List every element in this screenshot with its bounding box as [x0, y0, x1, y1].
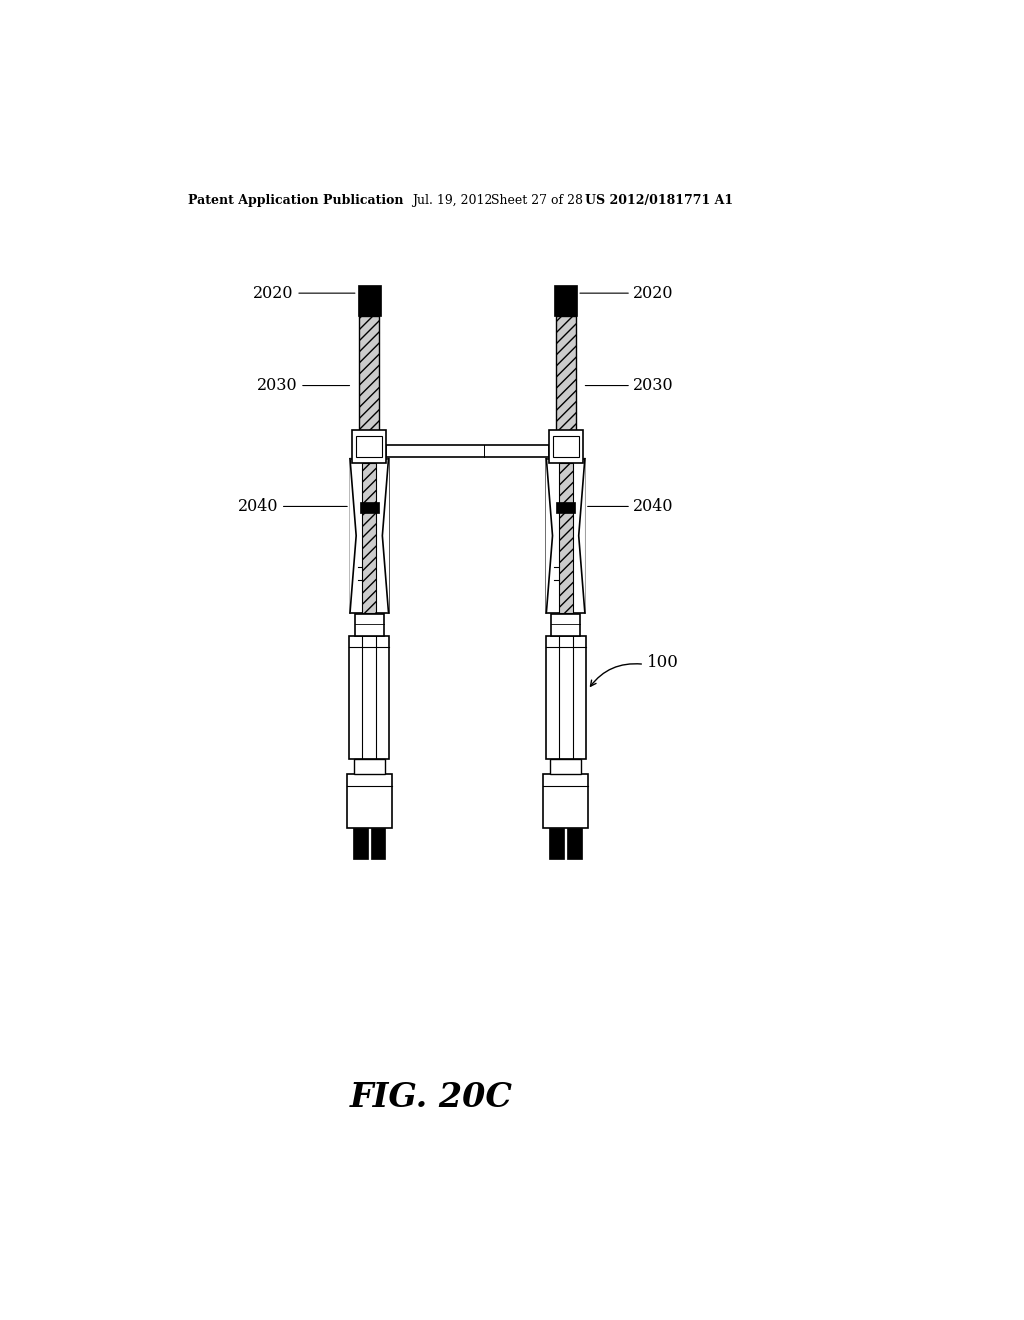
Text: 2040: 2040: [634, 498, 674, 515]
Bar: [547, 459, 585, 612]
Text: Jul. 19, 2012: Jul. 19, 2012: [412, 194, 492, 207]
Bar: [550, 759, 581, 775]
Text: Sheet 27 of 28: Sheet 27 of 28: [490, 194, 583, 207]
Bar: [554, 285, 578, 317]
Bar: [354, 759, 385, 775]
Bar: [362, 462, 376, 612]
Text: 2030: 2030: [634, 378, 674, 395]
Bar: [386, 445, 549, 457]
Bar: [349, 636, 389, 759]
Bar: [556, 317, 575, 440]
Bar: [544, 775, 588, 829]
Bar: [553, 436, 579, 457]
Text: Patent Application Publication: Patent Application Publication: [188, 194, 403, 207]
Bar: [354, 614, 384, 636]
Bar: [357, 285, 381, 317]
Text: 2020: 2020: [253, 285, 294, 302]
Polygon shape: [579, 459, 585, 612]
Text: 2040: 2040: [238, 498, 279, 515]
Bar: [350, 459, 388, 612]
Text: FIG. 20C: FIG. 20C: [349, 1081, 512, 1114]
Bar: [359, 317, 379, 440]
Bar: [546, 636, 586, 759]
Bar: [352, 430, 386, 462]
Text: 100: 100: [646, 655, 678, 672]
Text: 2020: 2020: [634, 285, 674, 302]
Bar: [347, 775, 391, 829]
Text: 2030: 2030: [257, 378, 298, 395]
Bar: [559, 462, 572, 612]
Bar: [567, 829, 582, 859]
Bar: [556, 502, 574, 512]
Bar: [550, 829, 564, 859]
Bar: [360, 502, 379, 512]
Bar: [551, 614, 581, 636]
Bar: [356, 436, 382, 457]
Bar: [353, 829, 368, 859]
Polygon shape: [382, 459, 388, 612]
Polygon shape: [547, 459, 553, 612]
Polygon shape: [350, 459, 356, 612]
Bar: [549, 430, 583, 462]
Bar: [371, 829, 385, 859]
Text: US 2012/0181771 A1: US 2012/0181771 A1: [585, 194, 733, 207]
